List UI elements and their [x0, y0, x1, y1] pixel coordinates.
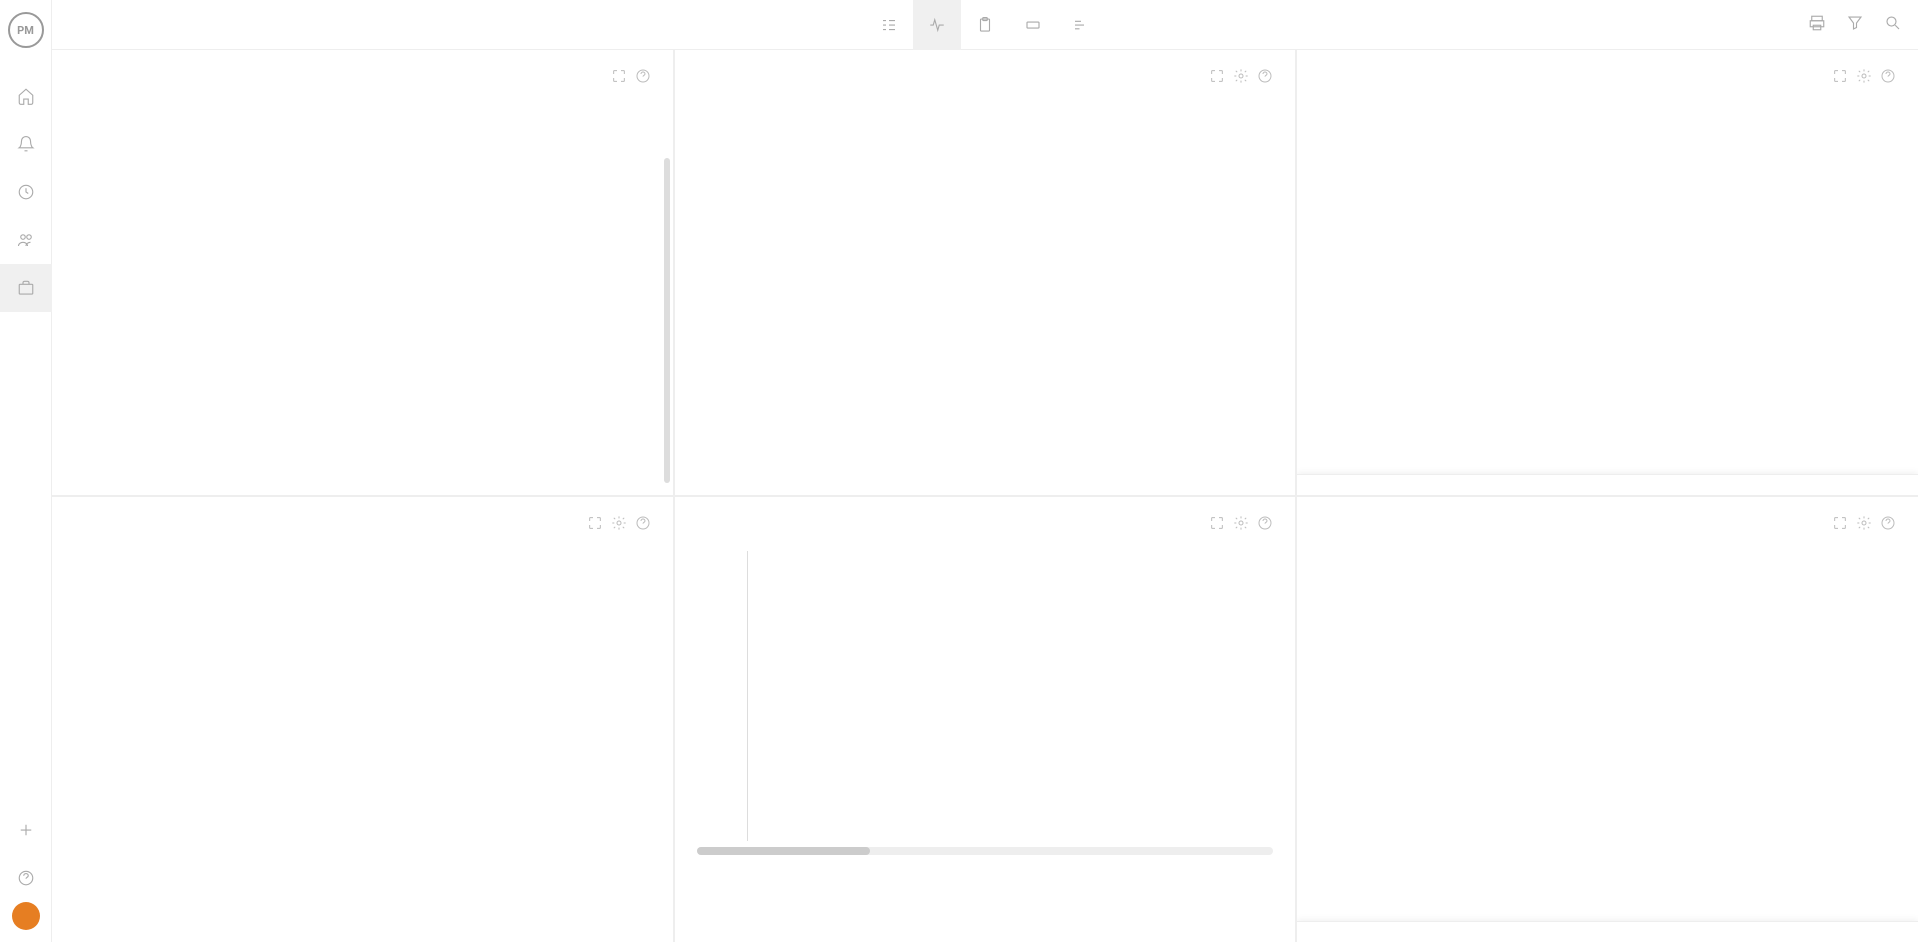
topbar — [52, 0, 1918, 50]
expand-icon[interactable] — [611, 68, 627, 88]
nav-add[interactable] — [0, 806, 52, 854]
progress-note — [1297, 474, 1918, 495]
gear-icon[interactable] — [1233, 68, 1249, 88]
gear-icon[interactable] — [611, 515, 627, 535]
expand-icon[interactable] — [1209, 68, 1225, 88]
expand-icon[interactable] — [1209, 515, 1225, 535]
tool-clipboard[interactable] — [961, 0, 1009, 50]
help-icon[interactable] — [1880, 68, 1896, 88]
help-icon[interactable] — [635, 68, 651, 88]
scrollbar[interactable] — [664, 158, 670, 483]
tool-card[interactable] — [1009, 0, 1057, 50]
progress-card — [1297, 50, 1918, 495]
nav-help[interactable] — [0, 854, 52, 902]
tool-pulse[interactable] — [913, 0, 961, 50]
help-icon[interactable] — [635, 515, 651, 535]
tool-gantt[interactable] — [1057, 0, 1105, 50]
expand-icon[interactable] — [1832, 515, 1848, 535]
cost-card — [675, 497, 1296, 942]
workload-card — [1297, 497, 1918, 942]
help-icon[interactable] — [1257, 515, 1273, 535]
logo[interactable]: PM — [8, 12, 44, 48]
user-avatar[interactable] — [12, 902, 40, 930]
search-icon[interactable] — [1884, 14, 1902, 36]
time-card — [52, 497, 673, 942]
gear-icon[interactable] — [1856, 68, 1872, 88]
help-icon[interactable] — [1257, 68, 1273, 88]
filter-icon[interactable] — [1846, 14, 1864, 36]
tasks-card — [675, 50, 1296, 495]
sidebar: PM — [0, 0, 52, 942]
nav-home[interactable] — [0, 72, 52, 120]
workload-note — [1297, 921, 1918, 942]
nav-bell[interactable] — [0, 120, 52, 168]
scrollbar[interactable] — [697, 847, 1274, 855]
help-icon[interactable] — [1880, 515, 1896, 535]
tool-list[interactable] — [865, 0, 913, 50]
expand-icon[interactable] — [587, 515, 603, 535]
nav-clock[interactable] — [0, 168, 52, 216]
gear-icon[interactable] — [1856, 515, 1872, 535]
health-card — [52, 50, 673, 495]
print-icon[interactable] — [1808, 14, 1826, 36]
nav-briefcase[interactable] — [0, 264, 52, 312]
gear-icon[interactable] — [1233, 515, 1249, 535]
expand-icon[interactable] — [1832, 68, 1848, 88]
nav-people[interactable] — [0, 216, 52, 264]
